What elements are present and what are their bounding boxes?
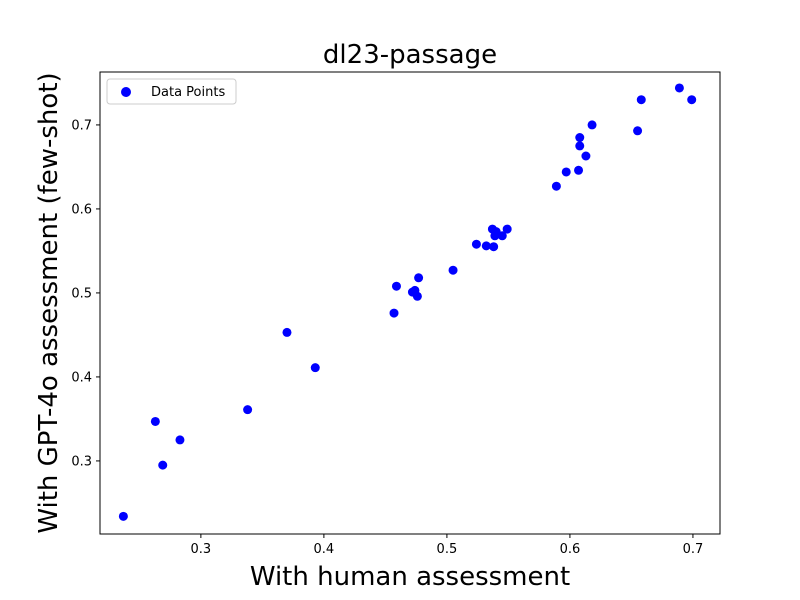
y-tick-label: 0.6 [71,202,92,217]
data-point [581,151,591,161]
legend-label: Data Points [151,85,225,100]
data-point [481,241,491,251]
data-point [310,363,320,373]
y-tick-label: 0.3 [71,454,92,469]
data-point [574,165,584,175]
x-axis: 0.3 0.4 0.5 0.6 0.7 [191,534,704,557]
data-point [118,511,128,521]
y-tick-label: 0.5 [71,286,92,301]
plot-area: 0.3 0.4 0.5 0.6 0.7 0.3 0.4 0.5 0.6 0.7 [71,71,721,557]
data-point [158,460,168,470]
data-point [551,181,561,191]
data-point [502,224,512,234]
data-point [687,95,697,105]
data-point [175,435,185,445]
data-point [448,265,458,275]
y-axis: 0.3 0.4 0.5 0.6 0.7 [71,118,100,469]
data-point [497,231,507,241]
data-point [633,126,643,136]
data-points [118,83,697,521]
data-point [674,83,684,93]
data-point [471,239,481,249]
data-point [489,242,499,252]
data-point [561,167,571,177]
data-point [391,281,401,291]
y-tick-label: 0.7 [71,118,92,133]
legend-marker [121,87,131,97]
x-tick-label: 0.4 [314,542,335,557]
data-point [636,95,646,105]
x-axis-label: With human assessment [250,562,570,592]
legend-box [106,78,237,105]
data-point [282,327,292,337]
y-tick-label: 0.4 [71,370,92,385]
data-point [150,416,160,426]
data-point [243,405,253,415]
chart-title: dl23-passage [323,40,497,70]
data-point [575,133,585,143]
x-tick-label: 0.7 [683,542,704,557]
data-point [414,273,424,283]
x-tick-label: 0.5 [437,542,458,557]
data-point [412,291,422,301]
x-tick-label: 0.6 [560,542,581,557]
x-tick-label: 0.3 [191,542,212,557]
legend: Data Points [106,78,237,105]
data-point [575,141,585,151]
data-point [587,120,597,130]
data-point [389,308,399,318]
y-axis-label: With GPT-4o assessment (few-shot) [34,72,64,533]
plot-frame [99,71,721,535]
